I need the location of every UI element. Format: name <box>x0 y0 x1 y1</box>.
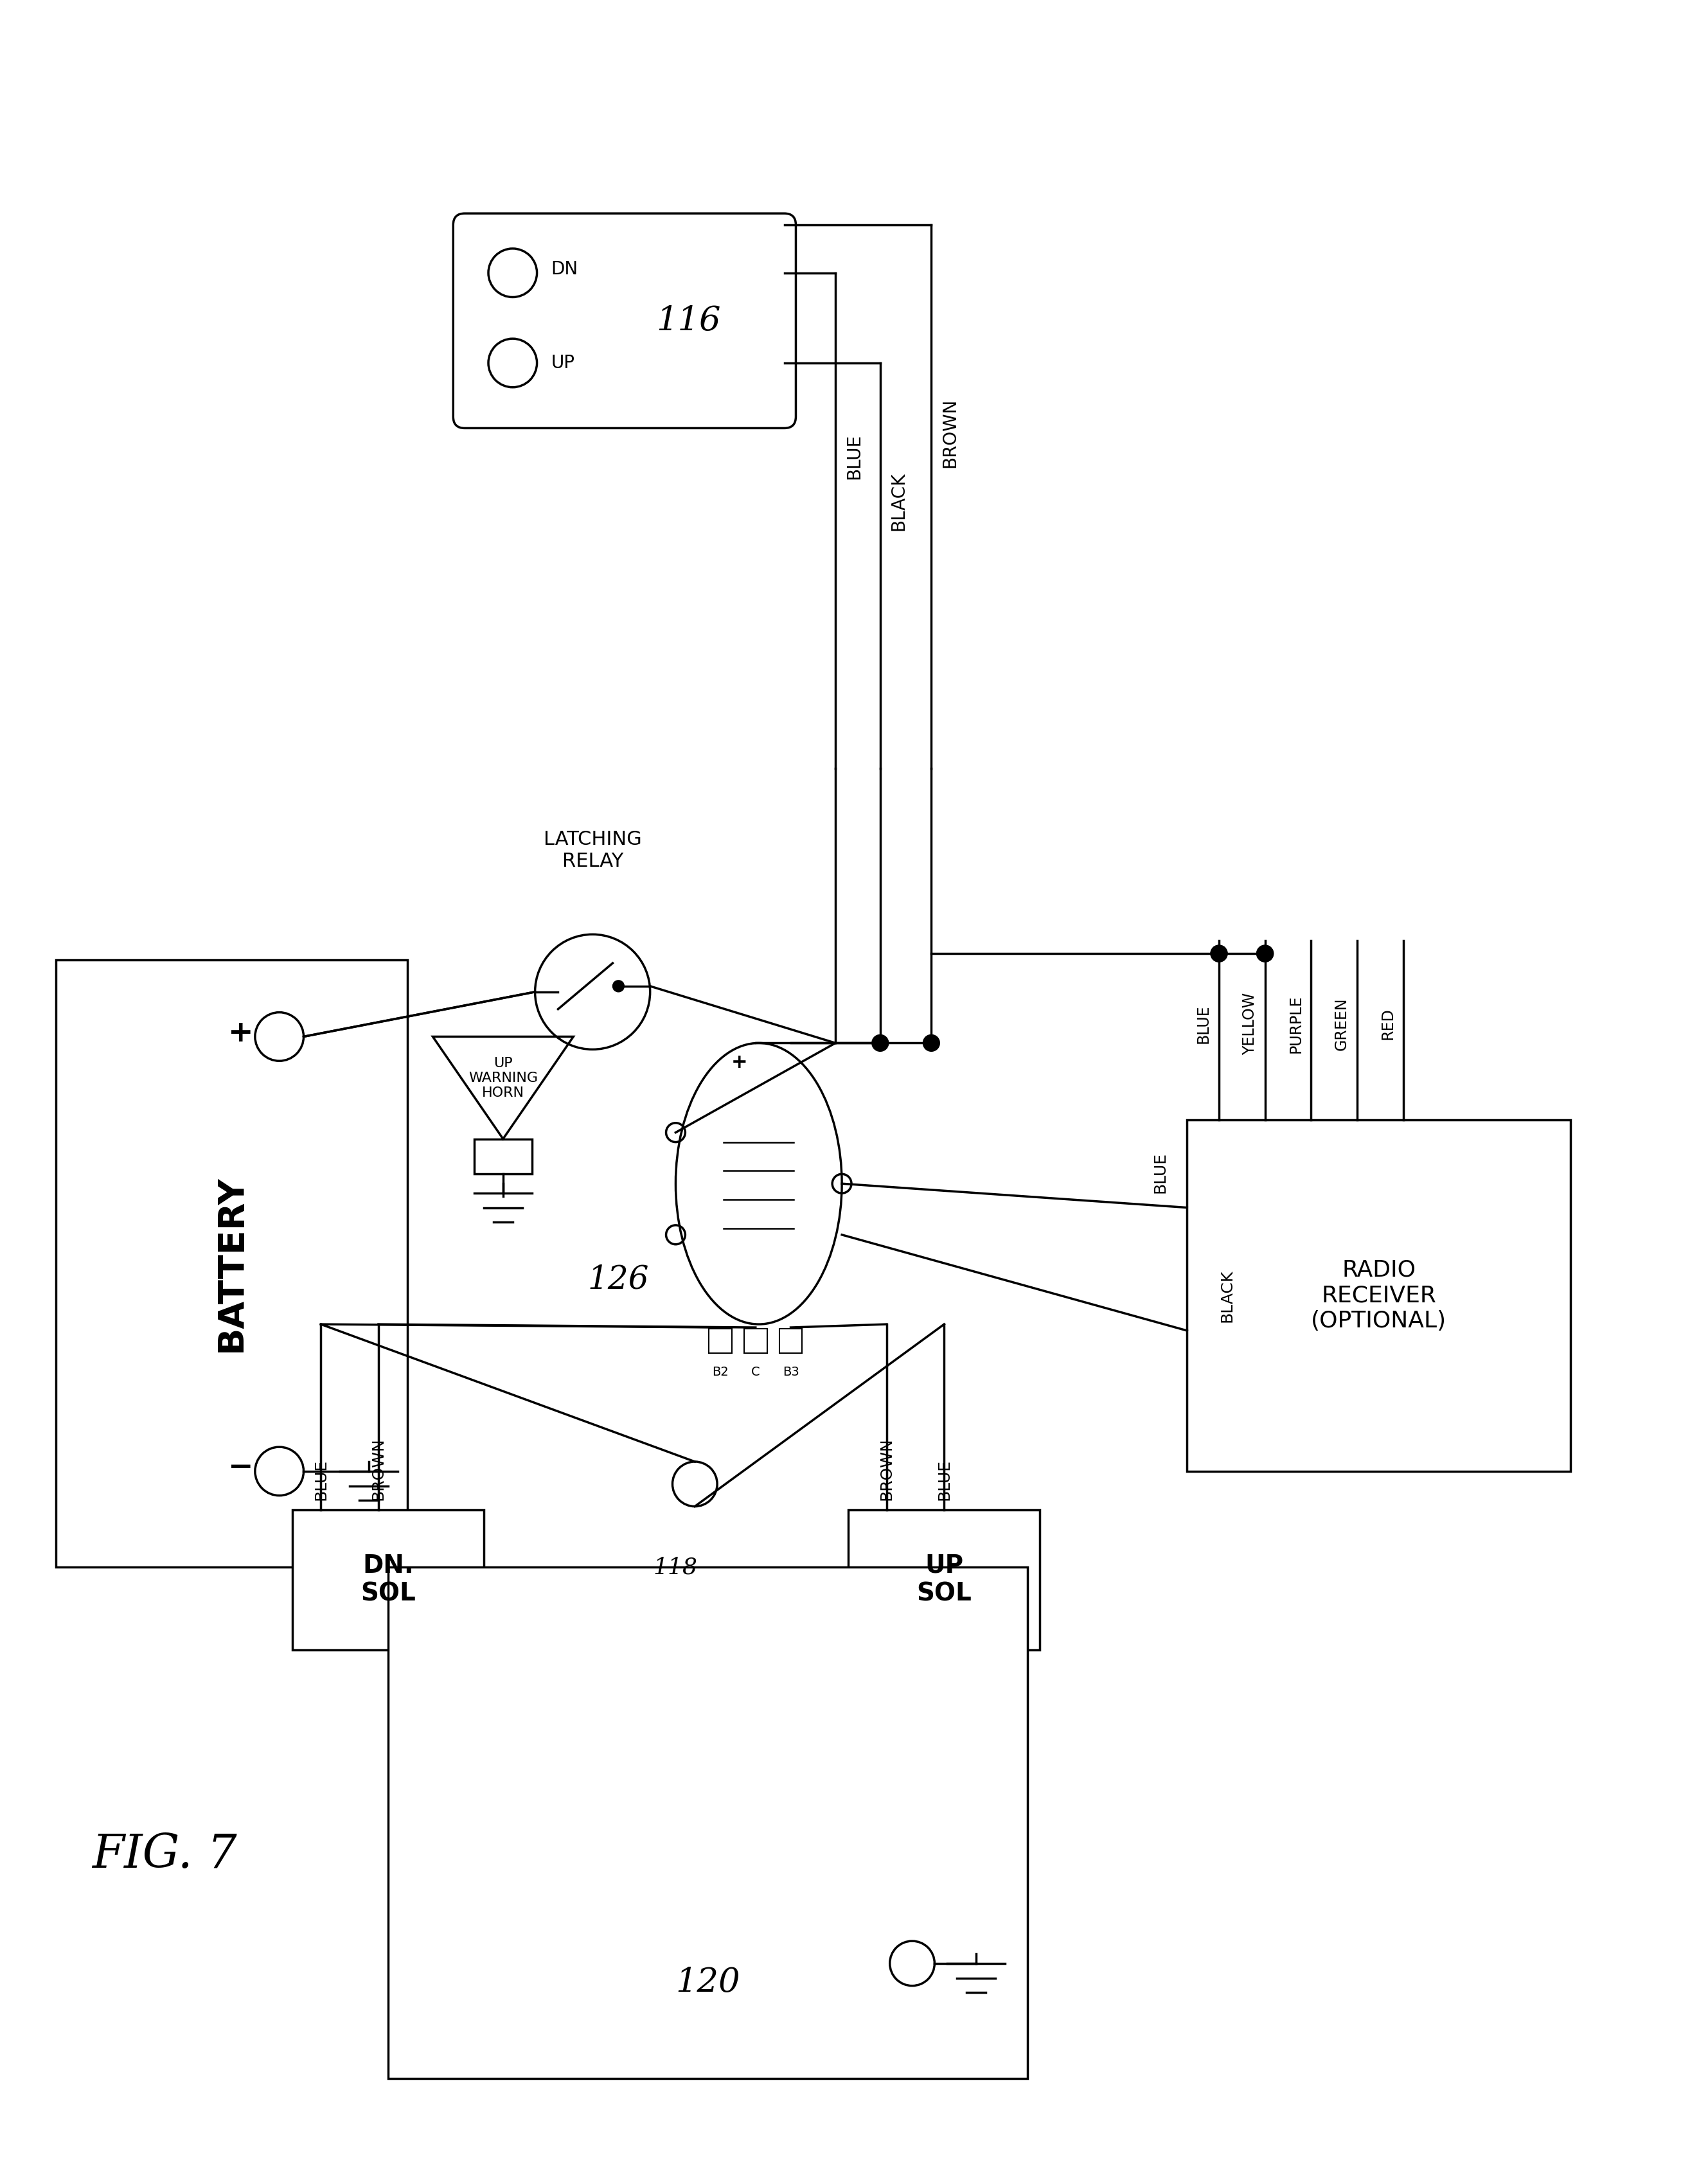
Text: +: + <box>229 1018 254 1049</box>
Text: DN: DN <box>552 259 577 279</box>
Text: B3: B3 <box>782 1367 799 1378</box>
Text: BLACK: BLACK <box>1220 1269 1235 1321</box>
Text: BROWN: BROWN <box>941 397 958 467</box>
Text: 118: 118 <box>654 1557 699 1578</box>
Circle shape <box>871 1036 888 1051</box>
Circle shape <box>1257 946 1274 961</box>
Text: +: + <box>731 1053 748 1073</box>
Text: GREEN: GREEN <box>1334 996 1349 1051</box>
Text: BROWN: BROWN <box>371 1437 386 1500</box>
Text: BLUE: BLUE <box>936 1458 951 1500</box>
Text: UP
WARNING
HORN: UP WARNING HORN <box>468 1057 538 1099</box>
Text: BLUE: BLUE <box>845 434 863 480</box>
Text: UP: UP <box>552 353 576 373</box>
Text: B2: B2 <box>712 1367 729 1378</box>
Text: UP
SOL: UP SOL <box>917 1554 972 1607</box>
Bar <box>849 1509 1040 1650</box>
FancyBboxPatch shape <box>453 214 796 427</box>
Circle shape <box>922 1036 939 1051</box>
Bar <box>388 1567 1027 2078</box>
Circle shape <box>613 981 623 992</box>
Text: FIG. 7: FIG. 7 <box>92 1831 237 1877</box>
Text: PURPLE: PURPLE <box>1288 994 1303 1053</box>
Text: BROWN: BROWN <box>880 1437 895 1500</box>
Text: BLUE: BLUE <box>313 1458 328 1500</box>
Text: 116: 116 <box>656 305 721 338</box>
Bar <box>745 1330 767 1354</box>
Text: YELLOW: YELLOW <box>1242 992 1257 1055</box>
Text: 126: 126 <box>588 1264 649 1295</box>
Circle shape <box>1211 946 1228 961</box>
Bar <box>292 1509 483 1650</box>
Text: RADIO
RECEIVER
(OPTIONAL): RADIO RECEIVER (OPTIONAL) <box>1312 1260 1447 1332</box>
Bar <box>1187 1121 1571 1472</box>
Bar <box>779 1330 803 1354</box>
Text: BLACK: BLACK <box>890 473 907 532</box>
Text: BATTERY: BATTERY <box>214 1175 249 1352</box>
Bar <box>56 959 407 1567</box>
Bar <box>475 1138 531 1175</box>
Text: BLUE: BLUE <box>1196 1005 1211 1044</box>
Bar <box>709 1330 733 1354</box>
Text: BLUE: BLUE <box>1153 1151 1168 1192</box>
Circle shape <box>1211 946 1228 961</box>
Text: −: − <box>229 1454 254 1482</box>
Text: LATCHING
RELAY: LATCHING RELAY <box>543 831 642 870</box>
Circle shape <box>1257 946 1274 961</box>
Text: DN.
SOL: DN. SOL <box>360 1554 415 1607</box>
Text: 120: 120 <box>675 1966 740 1999</box>
Text: RED: RED <box>1380 1007 1395 1040</box>
Text: C: C <box>752 1367 760 1378</box>
